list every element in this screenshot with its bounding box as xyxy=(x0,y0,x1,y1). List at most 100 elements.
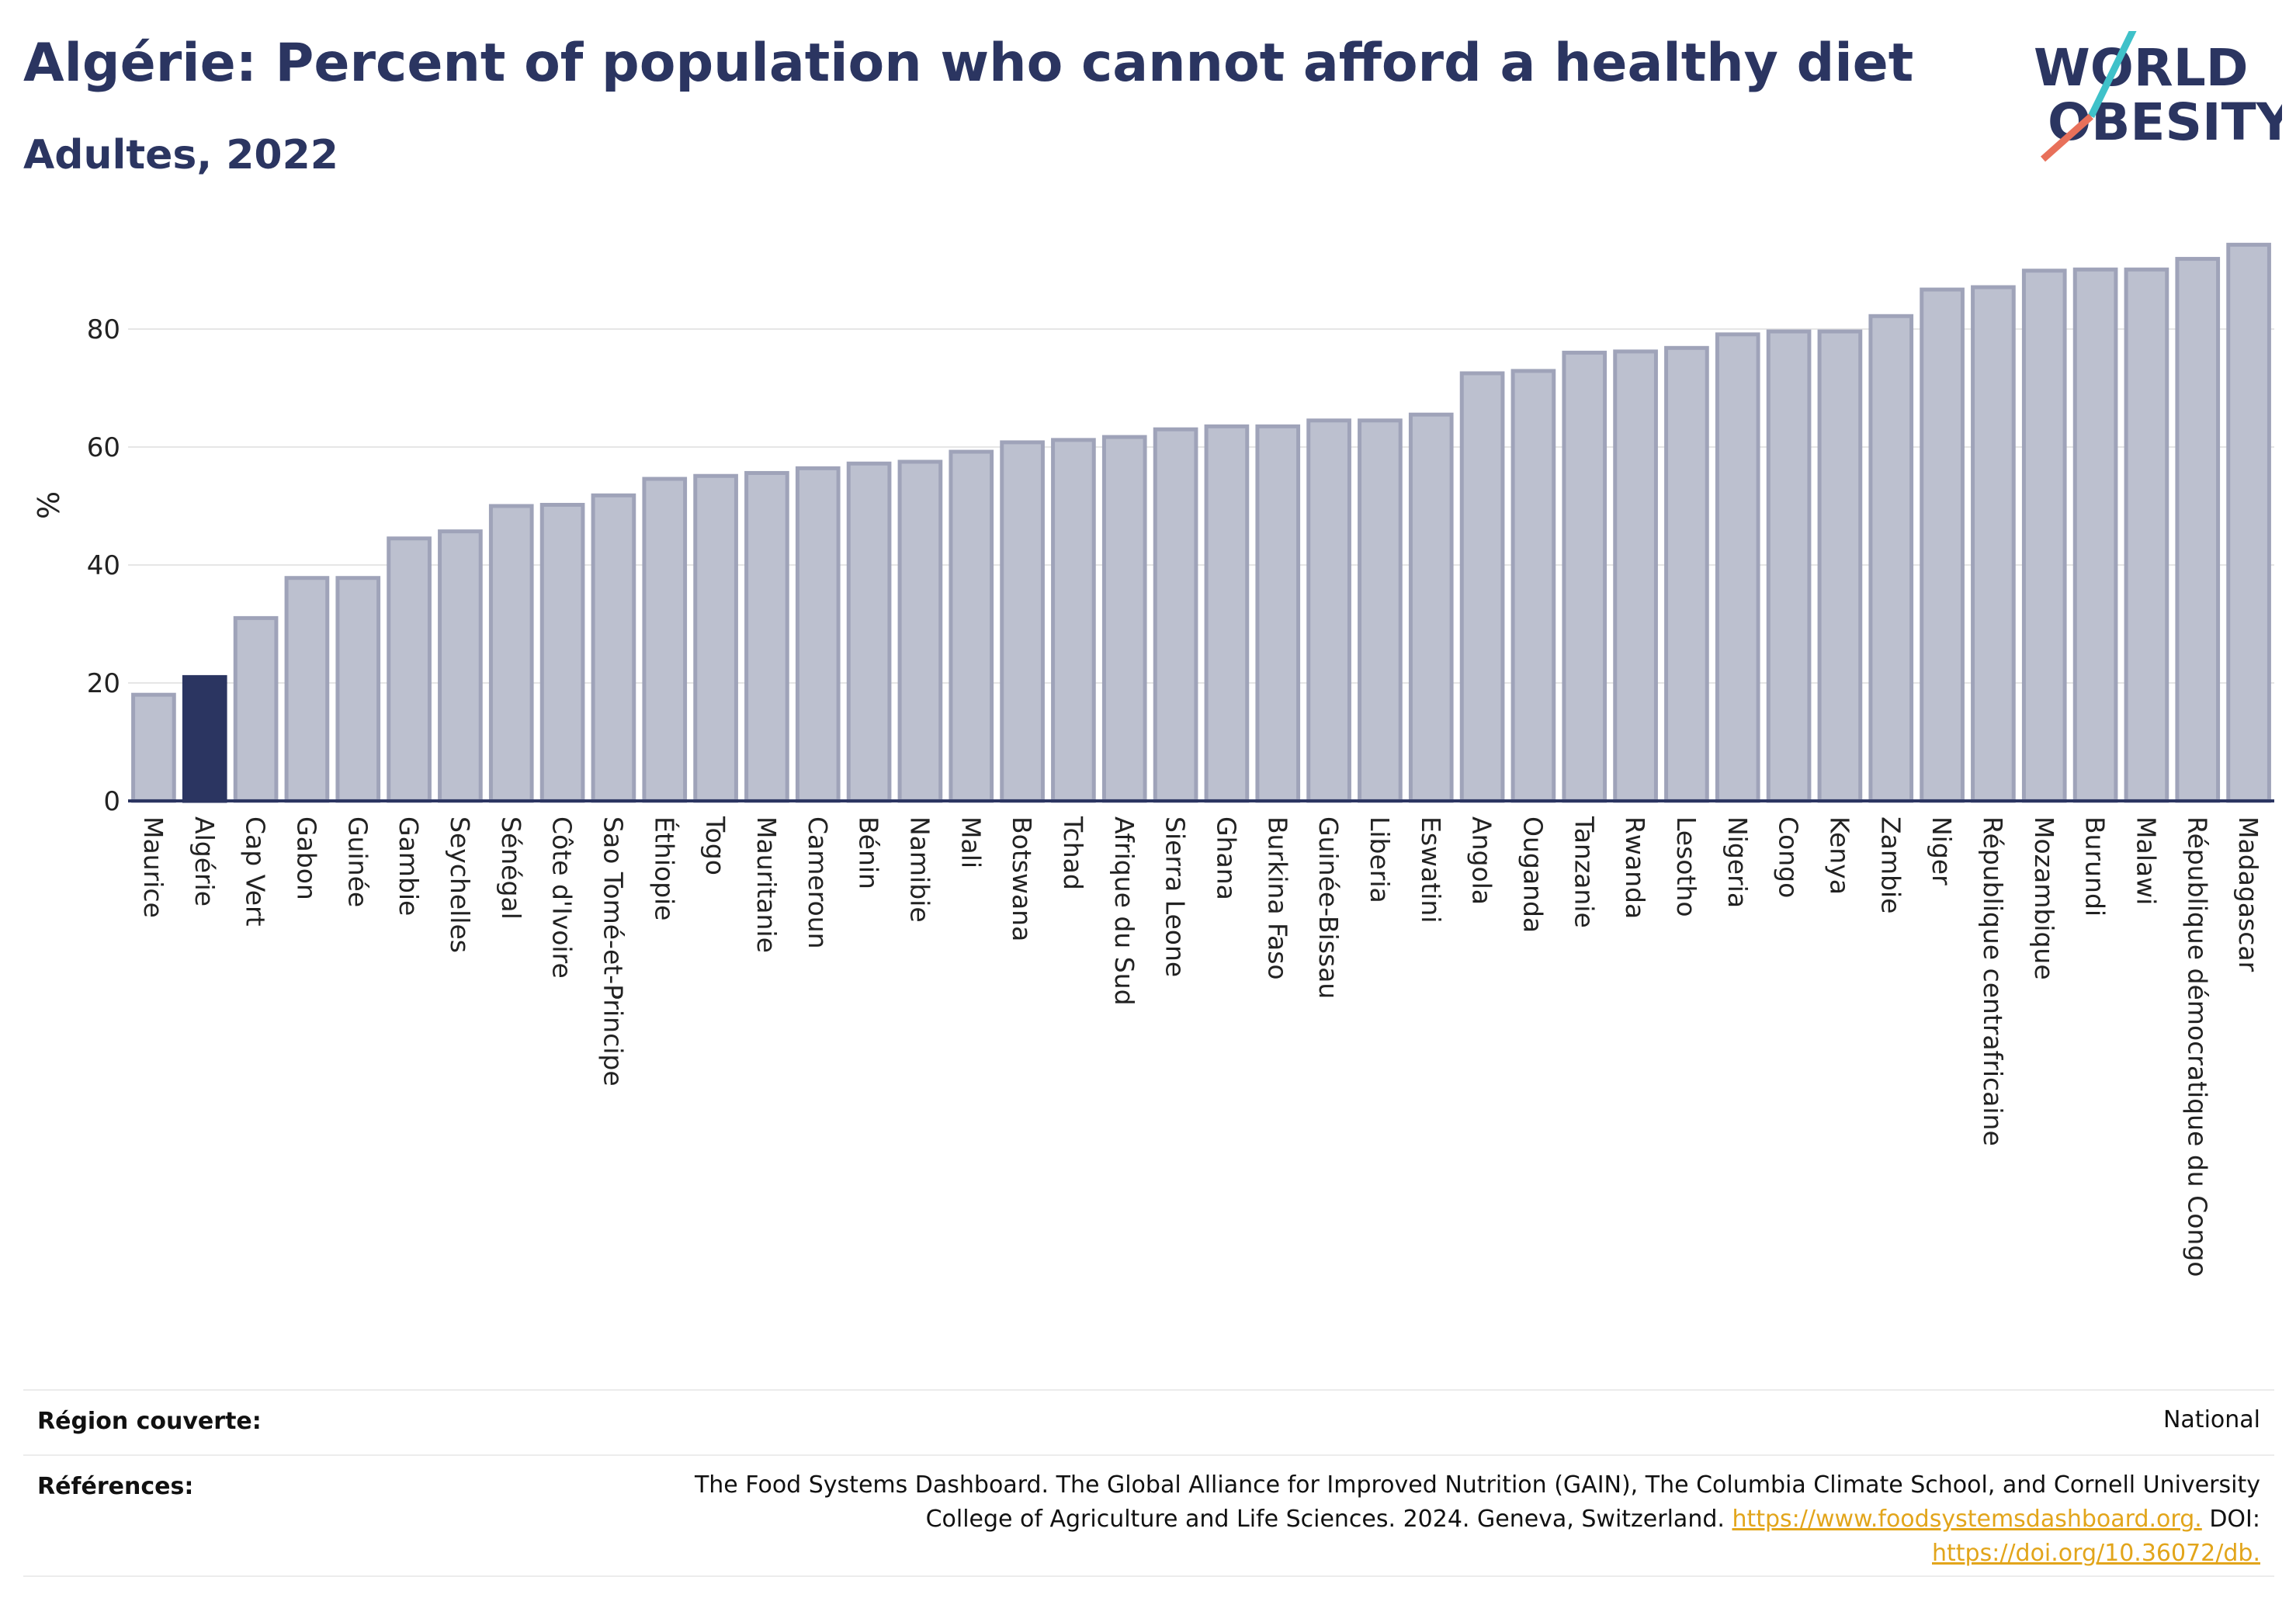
references-line2-text: College of Agriculture and Life Sciences… xyxy=(925,1506,1725,1533)
x-tick-label: Tchad xyxy=(1058,816,1088,890)
x-tick-label: Namibie xyxy=(904,816,935,923)
bar-chart: 0 20 40 60 80% Maurice Algérie Cap Vert Gabon Gu… xyxy=(32,242,2274,1277)
bar-34 xyxy=(1868,314,1914,803)
x-tick-label: Congo xyxy=(1774,816,1804,898)
x-tick-label: Mauritanie xyxy=(751,816,782,953)
bar-18 xyxy=(1051,438,1096,803)
y-tick-label: 20 xyxy=(87,668,120,699)
references-line1: The Food Systems Dashboard. The Global A… xyxy=(694,1471,2260,1499)
bar-24 xyxy=(1358,418,1403,803)
bar-3 xyxy=(284,576,330,803)
page-subtitle: Adultes, 2022 xyxy=(23,132,338,178)
bar-26 xyxy=(1459,371,1505,803)
x-tick-label: Liberia xyxy=(1365,816,1395,903)
region-value: National xyxy=(2162,1406,2260,1433)
x-tick-label: Madagascar xyxy=(2233,816,2263,972)
bar-4 xyxy=(335,576,381,803)
bar-41 xyxy=(2226,242,2271,803)
bar-20 xyxy=(1153,427,1198,803)
x-tick-label: Afrique du Sud xyxy=(1109,816,1139,1006)
x-tick-label: Niger xyxy=(1927,816,1957,886)
footer-divider xyxy=(23,1389,2274,1391)
x-tick-label: Guinée xyxy=(342,816,373,907)
x-tick-label: Ghana xyxy=(1211,816,1241,900)
x-tick-label: Mali xyxy=(956,816,986,868)
footer-divider xyxy=(23,1575,2274,1577)
x-tick-label: Togo xyxy=(700,816,730,875)
x-tick-label: Tanzanie xyxy=(1569,816,1599,928)
bar-38 xyxy=(2072,267,2118,803)
bar-1 xyxy=(182,674,227,803)
x-tick-label: Eswatini xyxy=(1416,816,1446,923)
bar-16 xyxy=(949,449,994,803)
x-tick-label: Kenya xyxy=(1824,816,1854,895)
y-tick-label: 0 xyxy=(103,786,120,817)
bar-13 xyxy=(795,466,841,803)
bar-14 xyxy=(846,461,892,803)
x-tick-label: République démocratique du Congo xyxy=(2182,816,2212,1277)
footer-divider xyxy=(23,1454,2274,1456)
bar-23 xyxy=(1306,418,1351,803)
page-title: Algérie: Percent of population who canno… xyxy=(23,33,1914,94)
x-tick-label: Sénégal xyxy=(496,816,526,920)
x-tick-label: Burundi xyxy=(2080,816,2110,917)
x-tick-label: Ouganda xyxy=(1517,816,1548,933)
bar-39 xyxy=(2124,267,2169,803)
x-tick-label: Burkina Faso xyxy=(1262,816,1292,980)
x-tick-label: République centrafricaine xyxy=(1978,816,2008,1146)
x-tick-label: Nigeria xyxy=(1722,816,1753,908)
x-tick-label: Sao Tomé-et-Principe xyxy=(598,816,628,1087)
references-line3: https://doi.org/10.36072/db. xyxy=(397,1537,2260,1571)
x-tick-label: Rwanda xyxy=(1620,816,1650,919)
bar-12 xyxy=(744,470,789,803)
bar-30 xyxy=(1664,345,1709,803)
bar-17 xyxy=(1000,440,1045,803)
bar-31 xyxy=(1715,332,1760,803)
bar-6 xyxy=(438,529,483,803)
x-tick-label: Cap Vert xyxy=(241,816,271,927)
bar-25 xyxy=(1408,412,1454,803)
bar-29 xyxy=(1613,349,1658,803)
bar-21 xyxy=(1204,424,1250,803)
doi-link[interactable]: https://doi.org/10.36072/db. xyxy=(1932,1540,2260,1567)
footer-references-row: Références: The Food Systems Dashboard. … xyxy=(23,1457,2274,1574)
y-tick-label: 80 xyxy=(87,314,120,345)
references-text: The Food Systems Dashboard. The Global A… xyxy=(397,1468,2260,1571)
bar-9 xyxy=(591,493,636,803)
logo-line1: WORLD xyxy=(2034,38,2249,98)
x-tick-label: Maurice xyxy=(138,816,168,918)
bar-0 xyxy=(131,692,176,803)
bar-2 xyxy=(233,615,279,803)
bar-7 xyxy=(488,504,534,803)
bar-28 xyxy=(1562,350,1608,803)
x-tick-label: Gabon xyxy=(291,816,321,900)
doi-label: DOI: xyxy=(2209,1506,2260,1533)
x-tick-label: Sierra Leone xyxy=(1160,816,1191,977)
bar-15 xyxy=(897,459,943,803)
x-tick-label: Bénin xyxy=(854,816,884,889)
bar-32 xyxy=(1766,329,1812,803)
bar-35 xyxy=(1920,287,1965,803)
y-tick-label: 60 xyxy=(87,432,120,463)
x-tick-label: Malawi xyxy=(2131,816,2161,905)
bar-36 xyxy=(1971,285,2016,803)
bar-40 xyxy=(2175,257,2221,803)
bar-11 xyxy=(693,473,738,803)
references-label: Références: xyxy=(37,1473,194,1500)
bar-22 xyxy=(1255,424,1301,803)
x-tick-label: Mozambique xyxy=(2029,816,2059,980)
bar-5 xyxy=(387,536,432,803)
footer-region-row: Région couverte: National xyxy=(23,1392,2274,1454)
y-axis-label: % xyxy=(32,491,66,519)
bar-19 xyxy=(1101,435,1147,803)
bar-37 xyxy=(2021,269,2067,803)
x-tick-label: Guinée-Bissau xyxy=(1313,816,1344,999)
y-tick-label: 40 xyxy=(87,550,120,581)
x-tick-label: Côte d'Ivoire xyxy=(547,816,577,979)
x-tick-label: Seychelles xyxy=(445,816,475,953)
world-obesity-logo: WORLD OBESITY xyxy=(2034,31,2282,162)
dashboard-link[interactable]: https://www.foodsystemsdashboard.org. xyxy=(1732,1506,2202,1533)
region-label: Région couverte: xyxy=(37,1408,262,1435)
references-line2: College of Agriculture and Life Sciences… xyxy=(397,1502,2260,1537)
bar-33 xyxy=(1817,329,1863,803)
